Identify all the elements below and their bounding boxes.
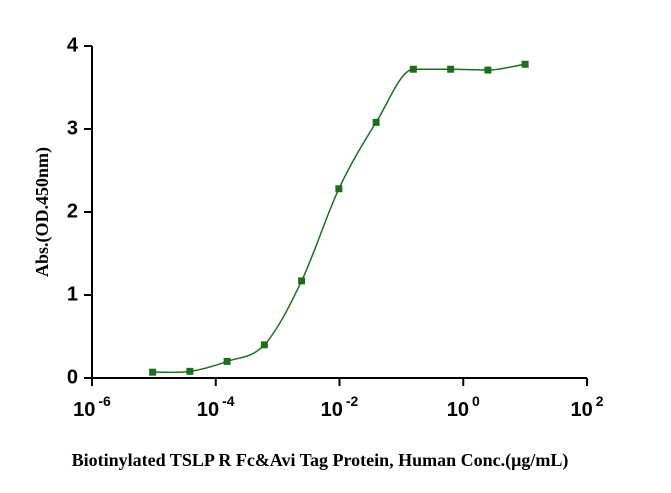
- x-tick-base: 10: [197, 399, 219, 421]
- data-point: [149, 368, 157, 376]
- data-point: [335, 185, 343, 193]
- x-tick-base: 10: [73, 399, 95, 421]
- x-tick-label: 10 0: [447, 393, 480, 422]
- y-tick-label: 0: [67, 366, 78, 388]
- y-axis-label: Abs.(OD.450nm): [32, 147, 53, 277]
- x-tick-base: 10: [570, 399, 592, 421]
- data-point: [409, 65, 417, 73]
- data-point: [260, 341, 268, 349]
- data-point: [447, 65, 455, 73]
- data-point: [186, 367, 194, 375]
- x-tick-exponent: 0: [472, 393, 480, 409]
- data-point: [521, 60, 529, 68]
- y-tick-label: 4: [67, 34, 79, 56]
- x-tick-label: 10 2: [570, 393, 603, 422]
- x-tick-exponent: -6: [98, 393, 111, 409]
- x-tick-label: 10 -6: [73, 393, 111, 422]
- x-tick-base: 10: [447, 399, 469, 421]
- x-tick-label: 10 -2: [321, 393, 359, 422]
- y-tick-label: 1: [67, 283, 78, 305]
- data-point: [223, 357, 231, 365]
- x-tick-exponent: -4: [222, 393, 235, 409]
- x-tick-base: 10: [321, 399, 343, 421]
- x-axis-label: Biotinylated TSLP R Fc&Avi Tag Protein, …: [72, 450, 569, 471]
- fit-curve: [152, 63, 526, 374]
- y-tick-label: 2: [67, 200, 78, 222]
- x-tick-label: 10 -4: [197, 393, 235, 422]
- x-tick-exponent: 2: [596, 393, 604, 409]
- data-point: [298, 277, 306, 285]
- data-point: [372, 118, 380, 126]
- data-point: [484, 66, 492, 74]
- y-tick-label: 3: [67, 117, 78, 139]
- x-tick-exponent: -2: [346, 393, 359, 409]
